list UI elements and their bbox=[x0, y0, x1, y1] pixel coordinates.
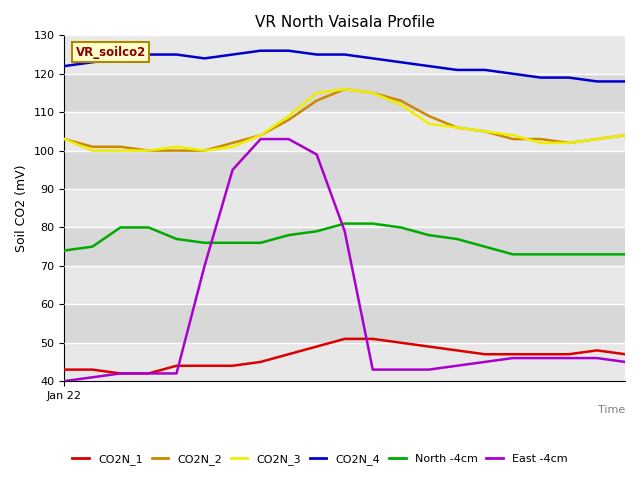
Legend: CO2N_1, CO2N_2, CO2N_3, CO2N_4, North -4cm, East -4cm: CO2N_1, CO2N_2, CO2N_3, CO2N_4, North -4… bbox=[68, 450, 572, 469]
Bar bbox=[65, 151, 625, 189]
Text: Time: Time bbox=[598, 405, 625, 415]
Bar bbox=[65, 266, 625, 304]
Bar bbox=[65, 36, 625, 74]
Bar bbox=[65, 112, 625, 151]
Text: VR_soilco2: VR_soilco2 bbox=[76, 46, 146, 59]
Bar bbox=[65, 74, 625, 112]
Bar bbox=[65, 228, 625, 266]
Bar bbox=[65, 343, 625, 381]
Y-axis label: Soil CO2 (mV): Soil CO2 (mV) bbox=[15, 165, 28, 252]
Bar bbox=[65, 304, 625, 343]
Title: VR North Vaisala Profile: VR North Vaisala Profile bbox=[255, 15, 435, 30]
Bar bbox=[65, 189, 625, 228]
